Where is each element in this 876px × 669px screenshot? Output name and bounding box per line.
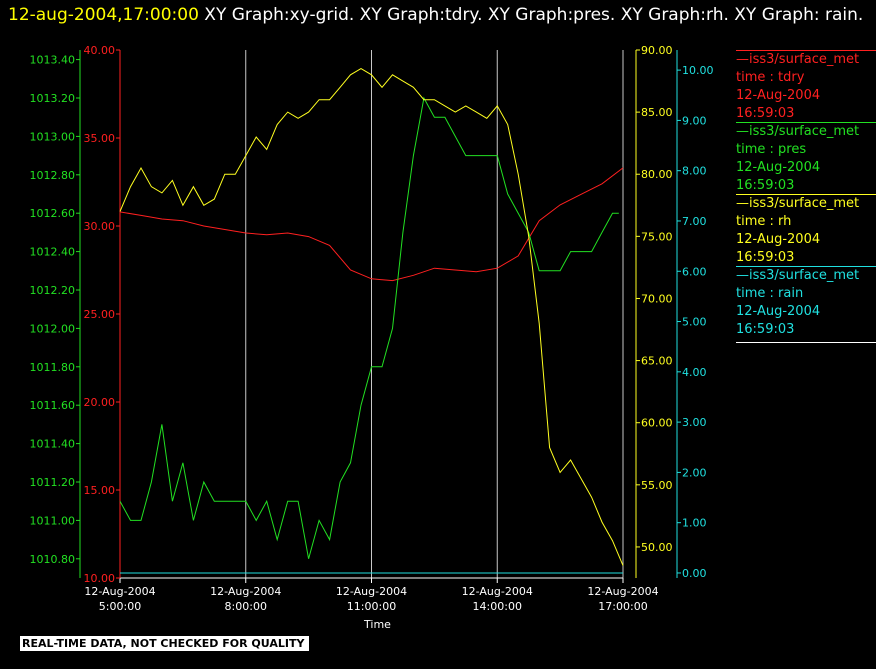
legend-rule <box>736 122 876 123</box>
legend-rule <box>736 342 876 343</box>
legend-time: 16:59:03 <box>736 322 795 337</box>
x-tick-date: 12-Aug-2004 <box>84 585 155 598</box>
legend-rule <box>736 194 876 195</box>
y-tick-label-rh: 50.00 <box>641 541 673 554</box>
legend-var: time : rain <box>736 286 804 301</box>
y-tick-label-pres: 1012.20 <box>30 284 76 297</box>
y-tick-label-rain: 6.00 <box>682 265 707 278</box>
y-tick-label-rain: 5.00 <box>682 316 707 329</box>
legend-name: iss3/surface_met <box>749 196 860 211</box>
legend-date: 12-Aug-2004 <box>736 304 821 319</box>
y-tick-label-tdry: 20.00 <box>84 396 116 409</box>
x-axis-label: Time <box>363 618 391 631</box>
legend-var: time : tdry <box>736 70 805 85</box>
y-tick-label-rh: 65.00 <box>641 355 673 368</box>
graph-header: 12-aug-2004,17:00:00 XY Graph:xy-grid. X… <box>8 2 868 28</box>
series-line-pres <box>119 96 619 559</box>
y-tick-label-rain: 1.00 <box>682 517 707 530</box>
y-tick-label-tdry: 15.00 <box>84 484 116 497</box>
legend-time: 16:59:03 <box>736 250 795 265</box>
y-tick-label-rain: 8.00 <box>682 165 707 178</box>
y-tick-label-rh: 90.00 <box>641 44 673 57</box>
y-tick-label-rain: 3.00 <box>682 416 707 429</box>
x-tick-time: 17:00:00 <box>598 600 647 613</box>
legend-rule <box>736 50 876 51</box>
x-tick-date: 12-Aug-2004 <box>336 585 407 598</box>
y-tick-label-tdry: 40.00 <box>84 44 116 57</box>
series-line-rh <box>119 68 624 566</box>
legend-var: time : rh <box>736 214 792 229</box>
y-tick-label-tdry: 30.00 <box>84 220 116 233</box>
y-tick-label-rain: 4.00 <box>682 366 707 379</box>
y-tick-label-tdry: 25.00 <box>84 308 116 321</box>
x-tick-date: 12-Aug-2004 <box>462 585 533 598</box>
y-tick-label-pres: 1013.40 <box>30 54 76 67</box>
legend-date: 12-Aug-2004 <box>736 232 821 247</box>
legend-swatch: — <box>736 124 749 139</box>
legend-entry-pres: —iss3/surface_met time : pres 12-Aug-200… <box>736 122 876 195</box>
legend-entry-tdry: —iss3/surface_met time : tdry 12-Aug-200… <box>736 50 876 123</box>
legend-date: 12-Aug-2004 <box>736 160 821 175</box>
y-tick-label-rh: 75.00 <box>641 230 673 243</box>
y-tick-label-pres: 1011.60 <box>30 399 76 412</box>
y-tick-label-rain: 0.00 <box>682 567 707 580</box>
legend-rule <box>736 266 876 267</box>
legend-name: iss3/surface_met <box>749 268 860 283</box>
legend-time: 16:59:03 <box>736 178 795 193</box>
legend-name: iss3/surface_met <box>749 124 860 139</box>
y-tick-label-rain: 7.00 <box>682 215 707 228</box>
y-tick-label-rain: 9.00 <box>682 114 707 127</box>
y-tick-label-rh: 55.00 <box>641 479 673 492</box>
y-tick-label-rh: 80.00 <box>641 168 673 181</box>
y-tick-label-pres: 1011.80 <box>30 361 76 374</box>
legend-time: 16:59:03 <box>736 106 795 121</box>
y-tick-label-tdry: 35.00 <box>84 132 116 145</box>
y-tick-label-pres: 1012.40 <box>30 246 76 259</box>
y-tick-label-rh: 70.00 <box>641 292 673 305</box>
legend-var: time : pres <box>736 142 807 157</box>
x-tick-time: 5:00:00 <box>99 600 141 613</box>
timestamp: 12-aug-2004,17:00:00 <box>8 5 199 25</box>
y-tick-label-rh: 60.00 <box>641 417 673 430</box>
x-tick-date: 12-Aug-2004 <box>587 585 658 598</box>
y-tick-label-pres: 1013.20 <box>30 92 76 105</box>
legend-date: 12-Aug-2004 <box>736 88 821 103</box>
legend-entry-rh: —iss3/surface_met time : rh 12-Aug-2004 … <box>736 194 876 267</box>
legend-swatch: — <box>736 268 749 283</box>
series-line-tdry <box>119 167 624 282</box>
y-tick-label-pres: 1012.80 <box>30 169 76 182</box>
y-tick-label-rain: 10.00 <box>682 64 714 77</box>
quality-warning: REAL-TIME DATA, NOT CHECKED FOR QUALITY <box>20 636 310 651</box>
x-tick-time: 14:00:00 <box>473 600 522 613</box>
y-tick-label-pres: 1012.00 <box>30 322 76 335</box>
x-tick-time: 8:00:00 <box>225 600 267 613</box>
y-tick-label-pres: 1011.40 <box>30 438 76 451</box>
y-tick-label-pres: 1010.80 <box>30 553 76 566</box>
y-tick-label-rain: 2.00 <box>682 466 707 479</box>
graph-description: XY Graph:xy-grid. XY Graph:tdry. XY Grap… <box>198 5 864 25</box>
x-tick-time: 11:00:00 <box>347 600 396 613</box>
x-tick-date: 12-Aug-2004 <box>210 585 281 598</box>
legend-swatch: — <box>736 52 749 67</box>
y-tick-label-pres: 1011.00 <box>30 514 76 527</box>
y-tick-label-rh: 85.00 <box>641 106 673 119</box>
legend-entry-rain: —iss3/surface_met time : rain 12-Aug-200… <box>736 266 876 343</box>
y-tick-label-tdry: 10.00 <box>84 572 116 585</box>
y-tick-label-pres: 1011.20 <box>30 476 76 489</box>
legend-name: iss3/surface_met <box>749 52 860 67</box>
legend-swatch: — <box>736 196 749 211</box>
y-tick-label-pres: 1013.00 <box>30 130 76 143</box>
y-tick-label-pres: 1012.60 <box>30 207 76 220</box>
